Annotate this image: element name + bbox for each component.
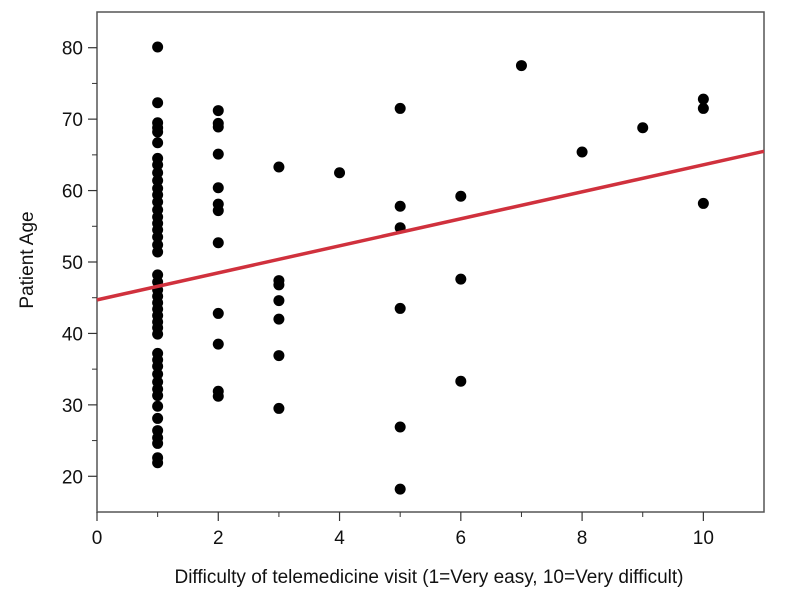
x-tick-label: 0 <box>92 528 103 549</box>
data-point <box>212 390 224 402</box>
data-point <box>152 437 164 449</box>
y-tick-label: 80 <box>62 39 83 60</box>
x-tick-label: 4 <box>334 528 345 549</box>
y-axis-label: Patient Age <box>17 211 38 308</box>
x-tick-label: 6 <box>456 528 467 549</box>
data-point <box>152 412 164 424</box>
fit-line-group <box>96 149 765 302</box>
data-point <box>212 121 224 133</box>
data-point <box>152 137 164 149</box>
x-tick-label: 2 <box>213 528 224 549</box>
data-point <box>637 122 649 134</box>
data-point <box>394 102 406 114</box>
fit-line <box>96 149 765 302</box>
data-point <box>273 161 285 173</box>
data-point <box>152 196 164 208</box>
data-point <box>273 279 285 291</box>
x-axis: 0 2 4 6 8 10 <box>92 512 714 549</box>
data-point <box>212 105 224 117</box>
y-tick-label: 60 <box>62 182 83 203</box>
data-point <box>152 97 164 109</box>
data-point <box>334 167 346 179</box>
data-point <box>212 237 224 249</box>
y-tick-label: 30 <box>62 396 83 417</box>
data-point <box>697 93 709 105</box>
data-points <box>152 41 709 495</box>
data-point <box>697 197 709 209</box>
data-point <box>152 328 164 340</box>
data-point <box>455 375 467 387</box>
data-point <box>212 148 224 160</box>
data-point <box>152 246 164 258</box>
data-point <box>152 400 164 412</box>
y-tick-label: 20 <box>62 467 83 488</box>
data-point <box>273 313 285 325</box>
data-point <box>152 368 164 380</box>
plot-area-border <box>96 11 765 513</box>
data-point <box>152 457 164 469</box>
data-point <box>455 190 467 202</box>
x-axis-label: Difficulty of telemedicine visit (1=Very… <box>174 567 683 588</box>
data-point <box>152 231 164 243</box>
data-point <box>212 338 224 350</box>
y-axis: 20 30 40 50 60 70 80 <box>62 39 97 488</box>
data-point <box>212 307 224 319</box>
data-point <box>152 126 164 138</box>
data-point <box>273 350 285 362</box>
data-point <box>515 60 527 72</box>
data-point <box>152 159 164 171</box>
data-point <box>273 402 285 414</box>
x-tick-label: 8 <box>577 528 588 549</box>
data-point <box>212 205 224 217</box>
data-point <box>152 175 164 187</box>
data-point <box>152 360 164 372</box>
data-point <box>273 295 285 307</box>
data-point <box>455 273 467 285</box>
data-point <box>697 102 709 114</box>
plot-frame <box>96 11 765 513</box>
data-point <box>394 200 406 212</box>
data-point <box>152 41 164 53</box>
data-point <box>152 167 164 179</box>
x-tick-label: 10 <box>693 528 714 549</box>
data-point <box>394 302 406 314</box>
data-point <box>576 146 588 158</box>
data-point <box>152 390 164 402</box>
data-point <box>212 182 224 194</box>
y-tick-label: 70 <box>62 110 83 131</box>
y-tick-label: 50 <box>62 253 83 274</box>
data-point <box>394 421 406 433</box>
data-point <box>394 483 406 495</box>
y-tick-label: 40 <box>62 324 83 345</box>
